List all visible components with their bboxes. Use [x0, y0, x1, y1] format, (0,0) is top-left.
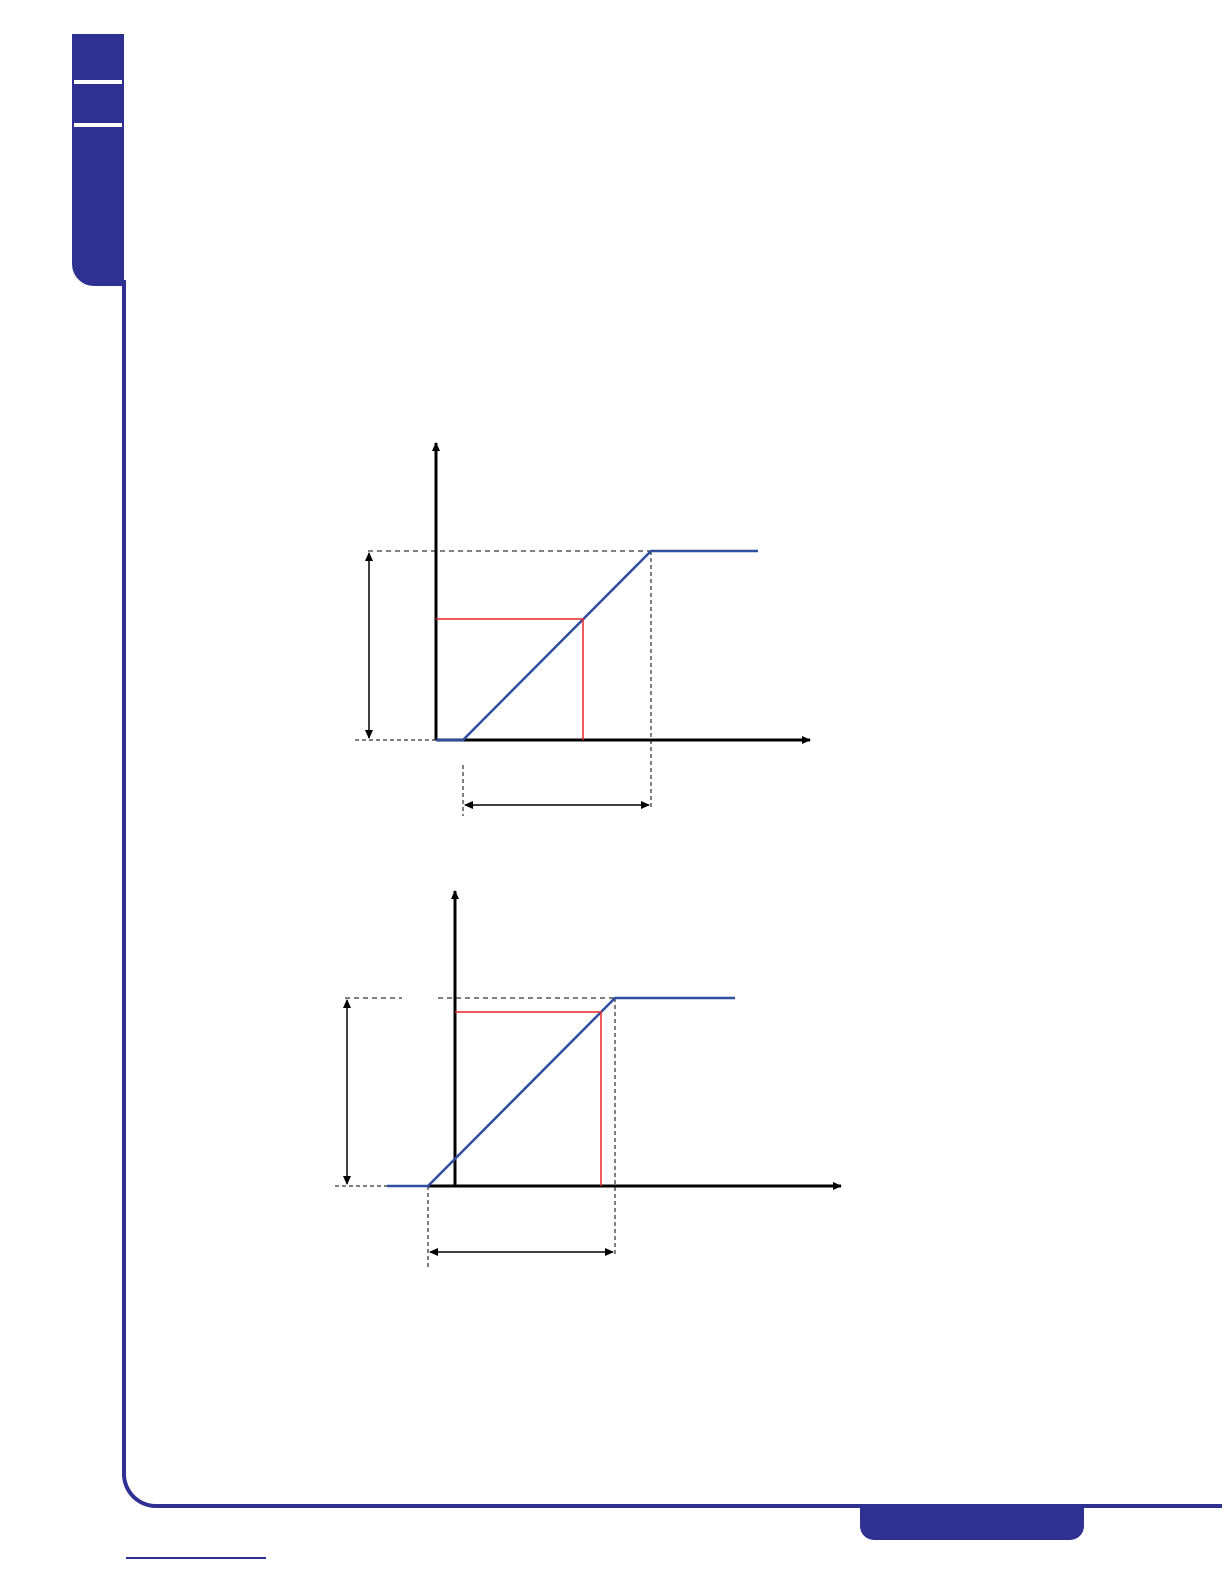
- response-curve: [387, 996, 735, 1188]
- chapter-tab-divider: [74, 80, 122, 84]
- diagram-1-linear-ramp: [355, 442, 811, 816]
- chapter-tab: [72, 34, 124, 286]
- operating-point-guide: [436, 618, 584, 740]
- diagram-2-offset-ramp: [335, 890, 842, 1268]
- response-curve: [436, 549, 758, 742]
- operating-point-guide: [455, 1011, 602, 1186]
- footer-link-underline: [126, 1557, 266, 1559]
- page-frame: [122, 280, 1222, 1508]
- chapter-tab-divider: [74, 123, 122, 127]
- footer-tab: [860, 1506, 1084, 1540]
